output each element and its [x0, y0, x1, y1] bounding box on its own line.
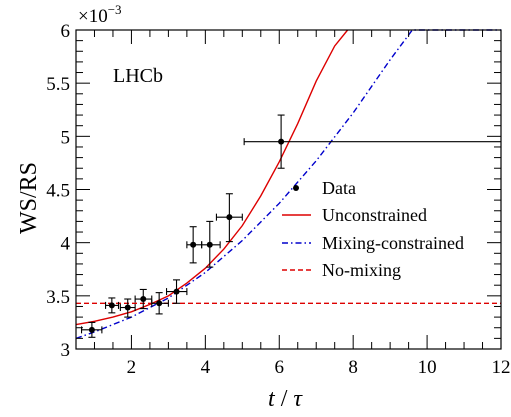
y-tick-label: 5 — [61, 127, 71, 148]
x-tick-label: 2 — [127, 357, 137, 378]
data-point — [119, 298, 136, 318]
curve-unconstrained — [75, 29, 349, 326]
data-marker — [190, 241, 197, 248]
y-exponent-power: −3 — [108, 2, 122, 17]
legend-label-data: Data — [322, 178, 356, 198]
y-tick-label: 5.5 — [46, 74, 70, 95]
data-point — [215, 193, 243, 243]
lhcb-label: LHCb — [113, 65, 163, 87]
data-marker — [140, 296, 147, 303]
x-tick-label: 10 — [418, 357, 437, 378]
data-point — [243, 114, 501, 169]
data-marker — [173, 288, 180, 295]
data-marker — [108, 302, 115, 309]
legend-marker-data — [293, 185, 299, 191]
legend: Data Unconstrained Mixing-constrained No… — [282, 178, 464, 280]
x-axis-label-unit: τ — [293, 386, 303, 412]
data-point — [105, 297, 120, 314]
x-tick-label: 12 — [492, 357, 511, 378]
y-exponent-label: ×10−3 — [78, 2, 122, 27]
y-tick-label: 3 — [61, 340, 71, 361]
y-axis-label: WS/RS — [16, 162, 42, 234]
ticks-layer: 2 4 6 8 10 12 3 3.5 4 4.5 5 5.5 6 — [46, 21, 510, 378]
x-axis-label: t / τ — [268, 386, 303, 412]
x-axis-label-main: t — [268, 386, 276, 412]
y-tick-label: 3.5 — [46, 287, 70, 308]
curve-mixing-constrained — [75, 29, 501, 340]
x-tick-label: 4 — [201, 357, 211, 378]
data-marker — [156, 300, 163, 307]
data-marker — [88, 326, 95, 333]
y-tick-label: 4.5 — [46, 181, 70, 202]
data-point — [151, 292, 169, 315]
data-point — [134, 288, 153, 310]
data-marker — [226, 214, 233, 221]
curves-layer — [75, 29, 501, 340]
data-points-layer — [80, 114, 501, 338]
data-point — [186, 226, 203, 264]
legend-label-mixing-constrained: Mixing-constrained — [322, 233, 464, 253]
data-point — [201, 220, 221, 268]
x-axis-label-sep: / — [275, 386, 294, 412]
data-marker — [206, 241, 213, 248]
legend-label-no-mixing: No-mixing — [322, 260, 401, 280]
data-point — [165, 279, 188, 304]
x-tick-label: 6 — [275, 357, 285, 378]
y-tick-label: 6 — [61, 21, 71, 42]
y-tick-label: 4 — [61, 234, 71, 255]
legend-label-unconstrained: Unconstrained — [322, 205, 427, 225]
data-marker — [278, 138, 285, 145]
data-marker — [124, 304, 131, 311]
y-exponent-base: ×10 — [78, 6, 108, 27]
x-tick-label: 8 — [348, 357, 358, 378]
